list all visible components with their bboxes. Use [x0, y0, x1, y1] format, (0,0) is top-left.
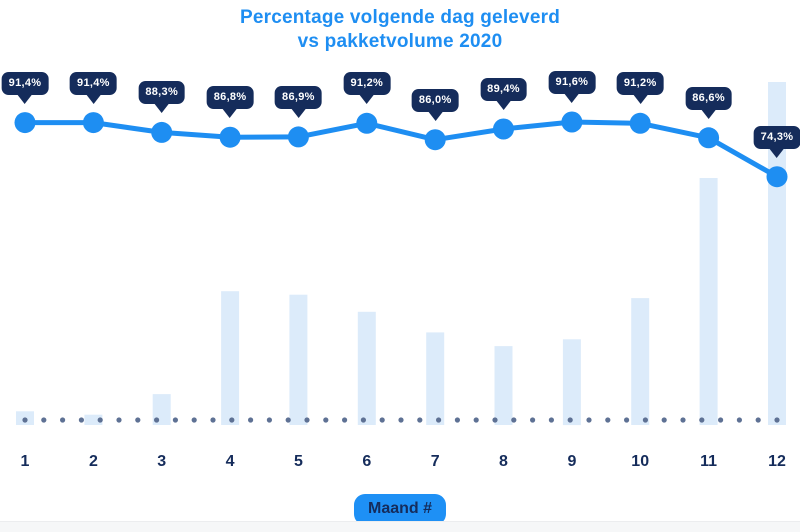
baseline-dot	[229, 417, 235, 423]
baseline-dot	[342, 417, 348, 423]
baseline-dot	[116, 417, 122, 423]
baseline-dot	[511, 417, 517, 423]
footer-strip	[0, 521, 800, 532]
data-point	[219, 126, 241, 148]
volume-bar	[221, 291, 240, 425]
data-point	[287, 126, 309, 148]
chart-title-line2: vs pakketvolume 2020	[297, 31, 503, 52]
delivery-line	[22, 119, 780, 180]
baseline-dot	[548, 417, 555, 423]
baseline-dot	[285, 417, 291, 423]
volume-bar	[699, 178, 718, 425]
baseline-dot	[154, 417, 160, 423]
baseline-dot	[60, 417, 66, 423]
baseline-dot	[248, 417, 254, 423]
x-tick-label: 12	[768, 453, 786, 470]
baseline-dot	[97, 417, 103, 423]
x-tick-label: 3	[157, 453, 167, 470]
volume-bar	[84, 414, 103, 425]
data-point	[82, 112, 104, 134]
baseline-dot	[586, 417, 592, 423]
x-tick-label: 11	[700, 453, 718, 470]
data-point	[356, 112, 378, 134]
baseline-dot	[642, 417, 649, 423]
x-tick-label: 1	[20, 453, 30, 470]
baseline-dot	[78, 417, 84, 423]
data-point	[561, 111, 583, 133]
baseline-dot	[135, 417, 141, 423]
value-tooltip: 91,4%	[1, 71, 49, 95]
volume-bar	[494, 346, 513, 425]
value-tooltip: 91,6%	[548, 71, 596, 94]
baseline-dot	[436, 417, 442, 423]
x-tick-label: 4	[225, 453, 235, 470]
x-tick-label: 6	[362, 453, 372, 470]
value-tooltip: 91,2%	[343, 72, 391, 96]
data-point	[629, 112, 651, 134]
x-tick-label: 2	[88, 453, 98, 470]
baseline-dot	[210, 417, 216, 423]
data-point	[698, 127, 720, 149]
volume-bar	[562, 339, 581, 426]
baseline-dot	[624, 417, 630, 423]
value-tooltip: 86,8%	[206, 86, 254, 110]
x-tick-label: 10	[631, 453, 650, 470]
value-tooltip: 86,6%	[685, 86, 732, 110]
x-tick-label: 9	[567, 453, 577, 470]
value-tooltip: 91,4%	[70, 71, 117, 95]
value-tooltip: 91,2%	[616, 72, 664, 96]
baseline-dot	[680, 417, 686, 423]
baseline-dot	[699, 417, 705, 423]
baseline-dot	[605, 417, 611, 423]
baseline-dot	[774, 417, 780, 423]
chart-title: Percentage volgende dag geleverd vs pakk…	[0, 6, 800, 54]
volume-bar	[152, 394, 171, 425]
baseline-dot	[530, 417, 536, 423]
baseline-dot	[417, 417, 423, 423]
x-tick-label: 5	[293, 453, 303, 470]
baseline-dot	[398, 417, 404, 423]
volume-bar	[631, 298, 650, 425]
baseline-dot	[718, 417, 724, 423]
volume-bar	[357, 311, 376, 425]
value-tooltip: 88,3%	[138, 81, 186, 105]
baseline-dot	[454, 417, 460, 423]
value-tooltip: 86,9%	[275, 85, 322, 109]
baseline-dot	[172, 417, 178, 423]
data-point	[14, 112, 36, 134]
baseline-dot	[266, 417, 272, 423]
baseline-dot	[360, 417, 366, 423]
baseline-dot	[22, 417, 28, 423]
volume-bar	[289, 294, 308, 425]
baseline-dot	[41, 417, 47, 423]
x-axis-title-badge: Maand #	[353, 494, 447, 525]
baseline-dot	[379, 417, 385, 423]
baseline-dot	[473, 417, 479, 423]
baseline-dot	[755, 417, 761, 423]
data-point	[424, 129, 446, 151]
baseline-dot	[736, 417, 743, 423]
value-tooltip: 89,4%	[480, 78, 527, 101]
baseline-dot	[191, 417, 197, 423]
baseline-dot	[661, 417, 667, 423]
value-tooltip: 86,0%	[411, 88, 459, 112]
x-tick-label: 7	[430, 453, 440, 470]
volume-bar	[426, 332, 445, 425]
data-point	[766, 166, 788, 188]
chart-title-line1: Percentage volgende dag geleverd	[239, 7, 560, 28]
baseline-dot	[323, 417, 329, 423]
x-tick-label: 8	[499, 453, 508, 470]
baseline-dot	[567, 417, 573, 423]
data-point	[493, 118, 514, 140]
baseline-dot	[304, 417, 310, 423]
value-tooltip: 74,3%	[753, 125, 800, 149]
baseline-dot	[492, 417, 498, 423]
data-point	[151, 121, 173, 143]
